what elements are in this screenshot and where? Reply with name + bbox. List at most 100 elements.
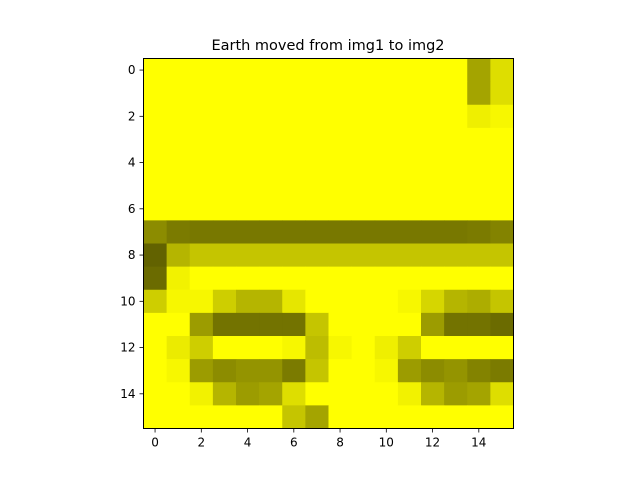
heatmap-cell xyxy=(351,382,376,406)
heatmap-cell xyxy=(467,127,491,152)
heatmap-cell xyxy=(189,127,214,152)
heatmap-cell xyxy=(236,336,260,360)
heatmap-cell xyxy=(328,336,353,360)
heatmap-cell xyxy=(143,336,168,360)
heatmap-cell xyxy=(444,359,468,383)
heatmap-cell xyxy=(467,243,491,268)
x-tick-label: 4 xyxy=(244,436,252,450)
heatmap-cell xyxy=(467,266,491,291)
heatmap-cell xyxy=(490,266,514,291)
heatmap-cell xyxy=(397,289,422,314)
heatmap-cell xyxy=(282,197,306,221)
heatmap-cell xyxy=(421,197,445,221)
heatmap-cell xyxy=(467,197,491,221)
heatmap-cell xyxy=(397,197,422,221)
heatmap-cell xyxy=(351,243,376,268)
heatmap-cell xyxy=(421,266,445,291)
heatmap-cell xyxy=(282,174,306,198)
heatmap-cell xyxy=(259,405,283,429)
heatmap-cell xyxy=(189,81,214,106)
y-tick-label: 2 xyxy=(128,109,136,123)
heatmap-cell xyxy=(282,81,306,106)
heatmap-cell xyxy=(189,312,214,337)
heatmap-cell xyxy=(374,127,399,152)
heatmap-cell xyxy=(305,197,329,221)
heatmap-cell xyxy=(467,58,491,83)
heatmap-cell xyxy=(467,336,491,360)
heatmap-cell xyxy=(490,151,514,175)
heatmap-cell xyxy=(282,243,306,268)
heatmap-cell xyxy=(305,312,329,337)
heatmap-cell xyxy=(328,220,353,244)
heatmap-cell xyxy=(305,81,329,106)
heatmap-cell xyxy=(467,151,491,175)
heatmap-cell xyxy=(351,174,376,198)
heatmap-cell xyxy=(490,81,514,106)
heatmap-cell xyxy=(444,405,468,429)
heatmap-cell xyxy=(166,382,191,406)
heatmap-cell xyxy=(444,336,468,360)
y-tick-label: 10 xyxy=(120,294,135,308)
heatmap-cell xyxy=(212,58,237,83)
heatmap-cell xyxy=(143,405,168,429)
heatmap-cell xyxy=(490,243,514,268)
heatmap-cell xyxy=(444,174,468,198)
x-tick-label: 14 xyxy=(471,436,486,450)
heatmap-cell xyxy=(467,220,491,244)
heatmap-cell xyxy=(490,382,514,406)
heatmap-cell xyxy=(490,197,514,221)
heatmap-cell xyxy=(397,405,422,429)
heatmap-cell xyxy=(421,382,445,406)
heatmap-cell xyxy=(212,405,237,429)
heatmap-cell xyxy=(397,220,422,244)
heatmap-cell xyxy=(490,405,514,429)
heatmap-cell xyxy=(444,104,468,129)
heatmap-cell xyxy=(351,266,376,291)
heatmap-cell xyxy=(212,266,237,291)
heatmap-cell xyxy=(259,359,283,383)
heatmap-cell xyxy=(189,405,214,429)
heatmap-cell xyxy=(490,359,514,383)
heatmap-cell xyxy=(259,151,283,175)
heatmap-cell xyxy=(351,312,376,337)
heatmap-cell xyxy=(467,405,491,429)
heatmap-cell xyxy=(444,266,468,291)
heatmap-cell xyxy=(166,289,191,314)
heatmap-cell xyxy=(421,312,445,337)
heatmap-cell xyxy=(282,266,306,291)
heatmap-cell xyxy=(351,289,376,314)
heatmap-cell xyxy=(189,382,214,406)
heatmap-cell xyxy=(282,127,306,152)
heatmap-cell xyxy=(236,289,260,314)
heatmap-cell xyxy=(328,382,353,406)
heatmap-cell xyxy=(189,266,214,291)
heatmap-cell xyxy=(397,336,422,360)
heatmap-cell xyxy=(212,104,237,129)
heatmap-cell xyxy=(212,336,237,360)
heatmap-cell xyxy=(374,220,399,244)
heatmap-cell xyxy=(490,104,514,129)
heatmap-cell xyxy=(444,243,468,268)
heatmap-cell xyxy=(421,405,445,429)
heatmap-cell xyxy=(189,174,214,198)
heatmap-cell xyxy=(189,289,214,314)
heatmap-cell xyxy=(305,382,329,406)
heatmap-cell xyxy=(189,243,214,268)
heatmap-cell xyxy=(490,174,514,198)
heatmap-cell xyxy=(282,336,306,360)
heatmap-cell xyxy=(328,405,353,429)
heatmap-cell xyxy=(374,266,399,291)
heatmap-cell xyxy=(351,336,376,360)
heatmap-cell xyxy=(305,58,329,83)
heatmap-cell xyxy=(374,359,399,383)
heatmap-cell xyxy=(166,312,191,337)
heatmap-cell xyxy=(259,312,283,337)
heatmap-cell xyxy=(351,405,376,429)
heatmap-cell xyxy=(328,104,353,129)
heatmap-cell xyxy=(305,336,329,360)
heatmap-cell xyxy=(143,312,168,337)
heatmap-cell xyxy=(259,220,283,244)
heatmap-cell xyxy=(143,382,168,406)
heatmap-cell xyxy=(351,197,376,221)
x-tick-label: 0 xyxy=(151,436,159,450)
